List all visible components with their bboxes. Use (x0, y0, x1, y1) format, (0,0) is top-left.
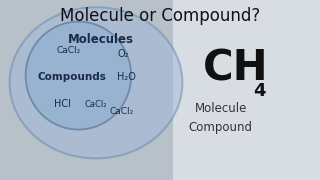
Bar (0, 0, 173, 180)
Text: Molecule or Compound?: Molecule or Compound? (60, 7, 260, 25)
Ellipse shape (10, 7, 182, 158)
Text: CaCl₂: CaCl₂ (109, 107, 134, 116)
Text: Compounds: Compounds (37, 72, 107, 82)
Text: CH: CH (203, 47, 269, 89)
Text: 4: 4 (253, 82, 266, 100)
Bar (173, 0, 320, 180)
Text: Compound: Compound (189, 121, 253, 134)
Text: CaCl₂: CaCl₂ (57, 46, 81, 55)
Text: O₂: O₂ (117, 49, 129, 59)
Text: H₂O: H₂O (117, 72, 136, 82)
Text: Molecules: Molecules (68, 33, 134, 46)
Text: Molecule: Molecule (195, 102, 247, 114)
Ellipse shape (26, 22, 131, 130)
Text: CaCl₂: CaCl₂ (85, 100, 107, 109)
Text: HCl: HCl (54, 99, 71, 109)
